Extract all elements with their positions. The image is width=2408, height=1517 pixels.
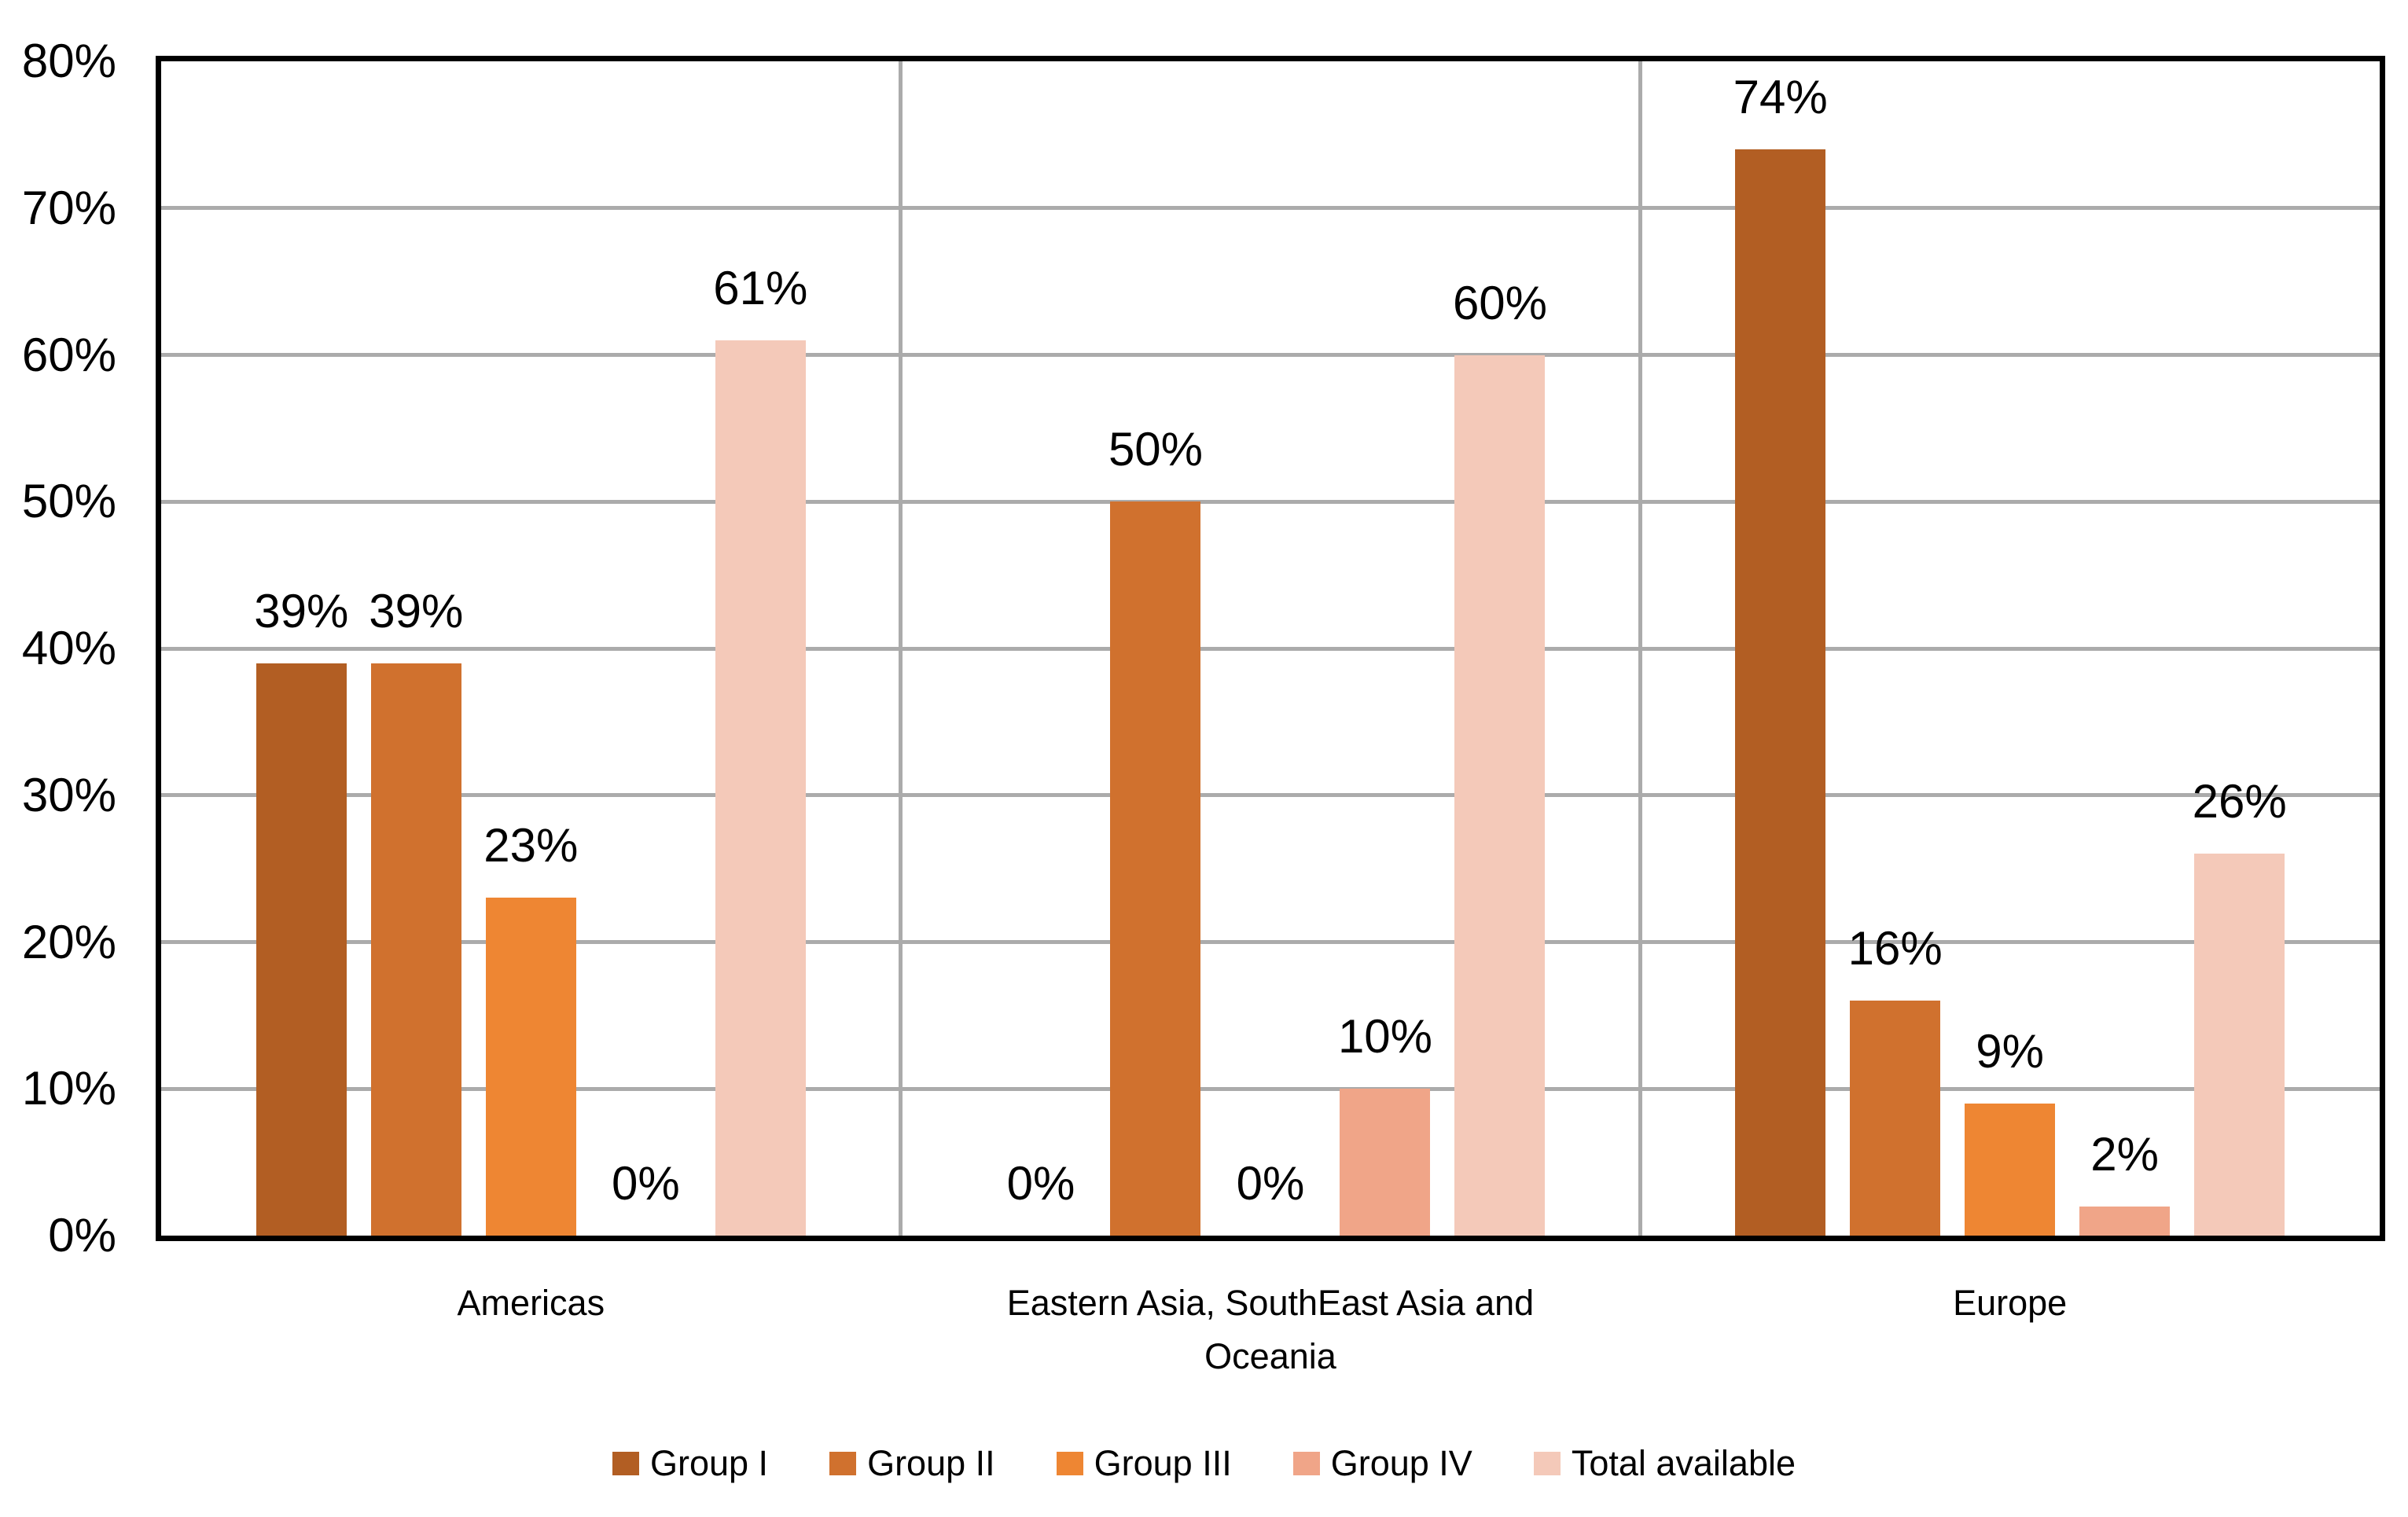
- legend-item-group-iv: Group IV: [1292, 1440, 1472, 1487]
- horizontal-gridline: [161, 940, 2380, 944]
- legend-label: Group II: [867, 1443, 995, 1483]
- bar-group-iv: [2079, 1206, 2171, 1236]
- data-label: 60%: [1452, 276, 1548, 329]
- bar-slot: 0%: [995, 61, 1086, 1236]
- legend-swatch-icon: [612, 1452, 639, 1475]
- legend: Group I Group II Group III Group IV Total av…: [0, 1440, 2408, 1487]
- legend-label: Group I: [649, 1443, 769, 1483]
- category-label: Americas: [161, 1276, 901, 1383]
- bar-total-available: [715, 340, 806, 1236]
- legend-item-total-available: Total available: [1533, 1440, 1796, 1487]
- bar-group-ii: [1850, 1001, 1941, 1236]
- y-tick-label: 30%: [21, 768, 116, 821]
- bar-slot: 61%: [713, 61, 808, 1236]
- legend-item-group-iii: Group III: [1056, 1440, 1232, 1487]
- data-label: 2%: [2090, 1127, 2160, 1181]
- bar-slot: 9%: [1965, 61, 2056, 1236]
- legend-swatch-icon: [829, 1452, 857, 1475]
- data-label: 61%: [713, 261, 808, 314]
- bar-slot: 0%: [1225, 61, 1315, 1236]
- category-label-text: Europe: [1953, 1283, 2068, 1323]
- data-label: 23%: [483, 819, 579, 872]
- bar-slot: 16%: [1847, 61, 1943, 1236]
- y-tick-label: 50%: [21, 475, 116, 528]
- data-label: 39%: [369, 584, 464, 637]
- bar-group-iii: [485, 898, 576, 1236]
- legend-item-group-ii: Group II: [829, 1440, 995, 1487]
- horizontal-gridline: [161, 353, 2380, 357]
- legend-label: Group IV: [1330, 1443, 1472, 1483]
- y-tick-label: 80%: [21, 35, 116, 87]
- category-label: Europe: [1640, 1276, 2380, 1383]
- horizontal-gridline: [161, 793, 2380, 798]
- bar-slot: 39%: [254, 61, 349, 1236]
- x-axis-category-labels: Americas Eastern Asia, SouthEast Asia and…: [161, 1276, 2380, 1383]
- y-tick-label: 40%: [21, 622, 116, 674]
- data-label: 16%: [1847, 922, 1943, 975]
- bar-slot: 39%: [369, 61, 464, 1236]
- legend-swatch-icon: [1056, 1452, 1083, 1475]
- data-label: 10%: [1337, 1010, 1433, 1063]
- y-tick-label: 10%: [21, 1062, 116, 1115]
- bar-slot: 26%: [2192, 61, 2287, 1236]
- bar-group-iv: [1340, 1089, 1431, 1236]
- bar-slot: 0%: [601, 61, 691, 1236]
- horizontal-gridline: [161, 1086, 2380, 1091]
- legend-swatch-icon: [1533, 1452, 1561, 1475]
- bar-total-available: [1454, 354, 1546, 1236]
- legend-swatch-icon: [1292, 1452, 1320, 1475]
- horizontal-gridline: [161, 206, 2380, 211]
- y-tick-label: 60%: [21, 328, 116, 381]
- horizontal-gridline: [161, 646, 2380, 651]
- legend-label: Group III: [1094, 1443, 1232, 1483]
- data-label: 50%: [1108, 423, 1204, 476]
- category-separator-gridline: [1638, 61, 1642, 1236]
- data-label: 0%: [1006, 1157, 1075, 1210]
- data-label: 9%: [1976, 1024, 2045, 1078]
- category-label: Eastern Asia, SouthEast Asia and Oceania: [901, 1276, 1641, 1383]
- y-tick-label: 0%: [48, 1209, 116, 1262]
- category-label-text: Eastern Asia, SouthEast Asia and Oceania: [1006, 1283, 1535, 1376]
- bar-group-ii: [1110, 501, 1201, 1236]
- bar-group-iii: [1965, 1103, 2056, 1236]
- data-label: 74%: [1733, 71, 1828, 124]
- bar-slot: 74%: [1733, 61, 1828, 1236]
- bar-total-available: [2194, 854, 2285, 1236]
- horizontal-gridline: [161, 499, 2380, 504]
- bar-slot: 60%: [1452, 61, 1548, 1236]
- category-group: 0% 50% 0% 10% 60%: [901, 61, 1641, 1236]
- bar-group-i: [1735, 149, 1826, 1236]
- data-label: 0%: [611, 1157, 680, 1210]
- bar-group-ii: [370, 663, 461, 1236]
- category-label-text: Americas: [457, 1283, 605, 1323]
- bar-group-i: [256, 663, 347, 1236]
- category-group: 39% 39% 23% 0% 61%: [161, 61, 901, 1236]
- bar-slot: 2%: [2079, 61, 2171, 1236]
- legend-label: Total available: [1571, 1443, 1796, 1483]
- bar-slot: 10%: [1337, 61, 1433, 1236]
- plot-area: 39% 39% 23% 0% 61% 0% 50% 0% 10% 60% 74% 16% 9% 2% 26%: [156, 56, 2385, 1241]
- bar-slot: 23%: [483, 61, 579, 1236]
- bar-slot: 50%: [1108, 61, 1204, 1236]
- data-label: 26%: [2192, 775, 2287, 828]
- y-tick-label: 70%: [21, 181, 116, 234]
- legend-item-group-i: Group I: [612, 1440, 768, 1487]
- data-label: 0%: [1236, 1157, 1305, 1210]
- category-separator-gridline: [899, 61, 903, 1236]
- y-tick-label: 20%: [21, 915, 116, 968]
- category-group: 74% 16% 9% 2% 26%: [1640, 61, 2380, 1236]
- data-label: 39%: [254, 584, 349, 637]
- y-axis-tick-labels: 0% 10% 20% 30% 40% 50% 60% 70% 80%: [0, 35, 116, 1262]
